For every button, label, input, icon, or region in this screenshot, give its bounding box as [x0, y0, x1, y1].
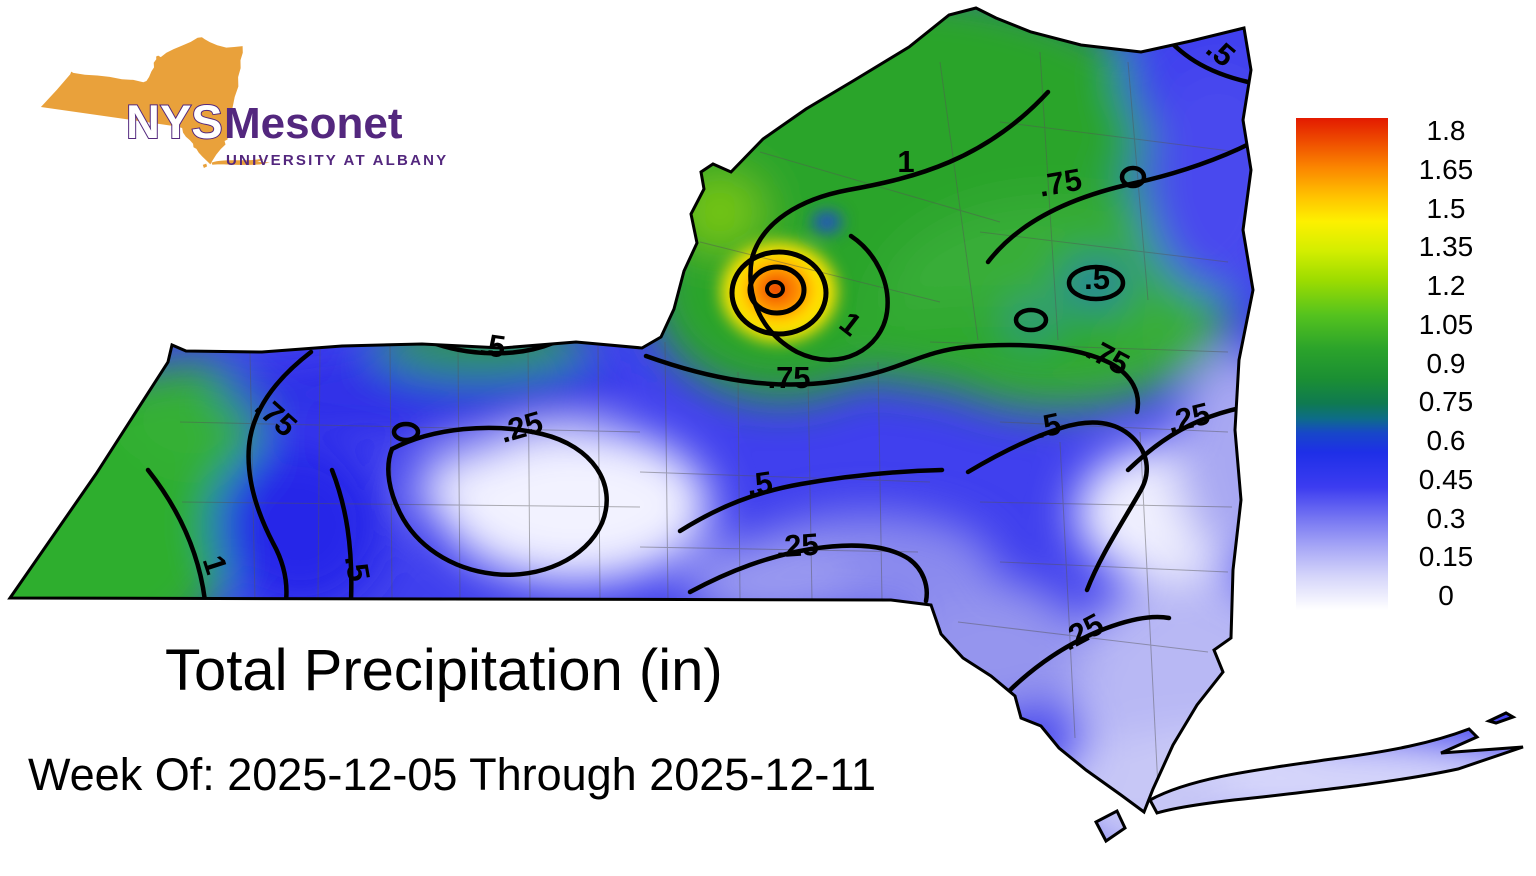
- colorbar-tick-label: 0.75: [1419, 386, 1474, 417]
- contour-label: .5: [1084, 261, 1110, 296]
- colorbar-tick-label: 0.9: [1427, 348, 1466, 379]
- contour-label: .5: [338, 552, 377, 584]
- colorbar-tick-label: 0.3: [1427, 503, 1466, 534]
- colorbar-tick-label: 0.15: [1419, 541, 1474, 572]
- contour-label: .25: [775, 527, 820, 565]
- mesonet-logo: NYS Mesonet UNIVERSITY AT ALBANY: [36, 16, 448, 173]
- logo-name: Mesonet: [224, 99, 403, 148]
- colorbar-tick-label: 1.65: [1419, 154, 1474, 185]
- colorbar-tick-label: 0.6: [1427, 425, 1466, 456]
- colorbar-tick-label: 1.8: [1427, 115, 1466, 146]
- colorbar-tick-label: 1.35: [1419, 231, 1474, 262]
- contour-label: .5: [477, 326, 507, 364]
- colorbar: 1.8 1.65 1.5 1.35 1.2 1.05 0.9 0.75 0.6 …: [1296, 115, 1473, 611]
- page-subtitle: Week Of: 2025-12-05 Through 2025-12-11: [28, 749, 876, 800]
- colorbar-tick-label: 1.05: [1419, 309, 1474, 340]
- colorbar-tick-label: 1.5: [1427, 193, 1466, 224]
- contour-label: .5: [744, 464, 774, 502]
- contour-label: .75: [767, 360, 810, 395]
- contour-label: 1: [897, 144, 914, 179]
- logo-affiliation: UNIVERSITY AT ALBANY: [226, 152, 448, 169]
- colorbar-tick-label: 0.45: [1419, 464, 1474, 495]
- colorbar-tick-label: 0: [1438, 580, 1454, 611]
- page-title: Total Precipitation (in): [165, 638, 723, 703]
- colorbar-gradient: [1296, 118, 1388, 610]
- colorbar-tick-labels: 1.8 1.65 1.5 1.35 1.2 1.05 0.9 0.75 0.6 …: [1419, 115, 1474, 611]
- logo-acronym: NYS: [126, 95, 223, 148]
- colorbar-tick-label: 1.2: [1427, 270, 1466, 301]
- contour-label: .75: [1036, 162, 1085, 204]
